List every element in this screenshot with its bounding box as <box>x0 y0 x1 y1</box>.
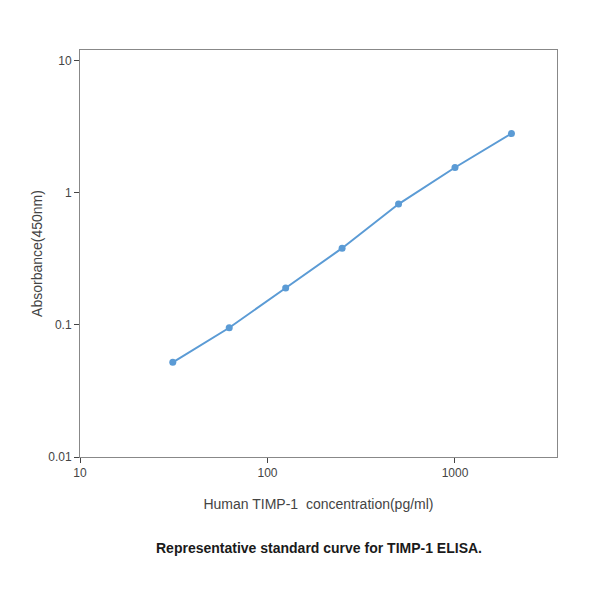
svg-text:Absorbance(450nm): Absorbance(450nm) <box>29 190 45 317</box>
svg-text:10: 10 <box>73 466 87 480</box>
svg-text:0.01: 0.01 <box>48 450 72 464</box>
svg-text:0.1: 0.1 <box>55 318 72 332</box>
svg-text:Representative standard curve: Representative standard curve for TIMP-1… <box>156 540 482 556</box>
svg-text:1000: 1000 <box>442 466 469 480</box>
svg-text:1: 1 <box>65 186 72 200</box>
svg-text:Human TIMP-1 concentration(pg: Human TIMP-1 concentration(pg/ml) <box>203 496 433 512</box>
svg-text:100: 100 <box>257 466 277 480</box>
svg-text:10: 10 <box>58 54 72 68</box>
